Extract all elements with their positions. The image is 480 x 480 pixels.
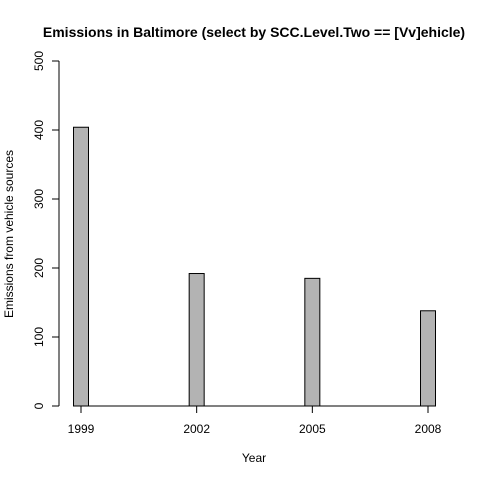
y-tick-label: 500 — [32, 51, 46, 71]
y-tick-label: 200 — [32, 258, 46, 278]
chart-title: Emissions in Baltimore (select by SCC.Le… — [43, 24, 465, 40]
x-tick-label: 2002 — [183, 422, 210, 436]
bar-2008 — [420, 310, 436, 407]
x-tick-label: 2008 — [415, 422, 442, 436]
y-tick-label: 100 — [32, 327, 46, 347]
bar-2002 — [188, 273, 205, 407]
y-tick-label: 300 — [32, 189, 46, 209]
bars-group — [73, 126, 436, 407]
x-axis: 1999 2002 2005 2008 — [68, 405, 442, 436]
y-tick-label: 0 — [32, 402, 46, 409]
bar-1999 — [73, 126, 89, 407]
bar-2005 — [304, 277, 321, 407]
y-tick-label: 400 — [32, 120, 46, 140]
x-axis-label: Year — [242, 451, 266, 465]
y-axis: 0 100 200 300 400 500 — [32, 51, 60, 409]
x-tick-label: 2005 — [299, 422, 326, 436]
y-axis-label: Emissions from vehicle sources — [2, 150, 16, 318]
x-tick-label: 1999 — [68, 422, 95, 436]
